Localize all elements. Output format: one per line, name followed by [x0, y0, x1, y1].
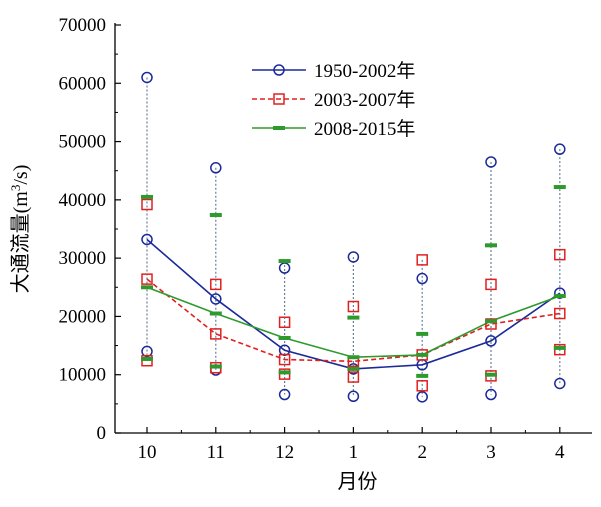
marker-s3-max-10 — [141, 194, 153, 199]
marker-s3-min-3 — [485, 372, 497, 377]
y-tick-label: 40000 — [59, 190, 107, 211]
marker-s3-mean-12 — [278, 335, 291, 340]
marker-s2-min-2 — [416, 380, 428, 392]
marker-s2-max-3 — [485, 278, 497, 291]
x-tick-label: 11 — [207, 442, 225, 463]
marker-s2-max-4 — [554, 248, 566, 261]
data-markers — [141, 71, 566, 403]
x-tick-label: 10 — [138, 442, 157, 463]
marker-s3-min-4 — [553, 345, 566, 350]
legend-label-2: 2003-2007年 — [314, 89, 415, 111]
marker-s2-min-1 — [347, 371, 360, 383]
marker-s1-mean-4 — [554, 287, 566, 299]
x-tick-label: 4 — [555, 442, 565, 463]
y-tick-label: 60000 — [59, 73, 107, 94]
marker-s2-mean-10 — [141, 273, 153, 285]
marker-s2-max-10 — [141, 198, 153, 211]
marker-s1-mean-11 — [210, 293, 222, 305]
marker-s1-min-1 — [347, 390, 360, 403]
y-tick-label: 20000 — [59, 306, 107, 327]
marker-s1-min-3 — [485, 388, 497, 401]
legend-marker-3 — [273, 126, 285, 130]
x-tick-label: 1 — [349, 442, 359, 463]
y-tick-label: 30000 — [59, 248, 107, 269]
marker-s1-max-10 — [141, 71, 153, 84]
legend-marker-1 — [273, 64, 285, 76]
marker-s1-min-2 — [416, 391, 428, 403]
x-tick-label: 3 — [486, 442, 496, 463]
marker-s1-mean-3 — [485, 335, 497, 347]
marker-s1-min-4 — [554, 377, 566, 390]
marker-s2-max-1 — [347, 300, 360, 313]
marker-s3-min-2 — [416, 373, 429, 378]
marker-s3-max-1 — [347, 315, 360, 320]
y-tick-label: 50000 — [59, 132, 107, 153]
y-tick-label: 0 — [97, 423, 107, 444]
legend-label-3: 2008-2015年 — [314, 118, 415, 140]
marker-s3-max-12 — [278, 259, 291, 264]
marker-s3-max-3 — [485, 243, 497, 248]
marker-s1-max-1 — [347, 251, 360, 263]
marker-s3-min-11 — [209, 364, 222, 369]
marker-s3-mean-4 — [553, 294, 566, 299]
marker-s2-max-12 — [278, 316, 291, 329]
marker-s3-min-1 — [347, 366, 360, 371]
marker-s2-mean-3 — [485, 318, 497, 330]
x-tick-label: 12 — [275, 442, 294, 463]
marker-s1-min-12 — [278, 388, 291, 401]
y-axis-title: 大通流量(m3/s) — [8, 165, 32, 294]
marker-s2-max-11 — [210, 278, 222, 291]
marker-s1-max-4 — [554, 143, 566, 155]
legend-marker-2 — [273, 93, 285, 105]
marker-s2-mean-11 — [210, 328, 222, 340]
marker-s1-max-3 — [485, 156, 497, 168]
marker-s2-max-2 — [416, 254, 428, 266]
marker-s3-max-4 — [553, 185, 566, 190]
marker-s3-mean-2 — [416, 352, 429, 357]
marker-s1-max-2 — [416, 272, 428, 285]
marker-s1-mean-10 — [141, 233, 153, 246]
y-tick-label: 10000 — [59, 365, 107, 386]
marker-s3-max-2 — [416, 331, 429, 336]
marker-s3-max-11 — [209, 213, 222, 218]
marker-s1-max-11 — [210, 162, 222, 174]
marker-s3-min-12 — [278, 370, 291, 375]
marker-s3-mean-3 — [485, 319, 497, 324]
x-tick-label: 2 — [417, 442, 427, 463]
marker-s3-mean-10 — [141, 285, 153, 290]
marker-s2-mean-12 — [278, 353, 291, 366]
marker-s1-max-12 — [278, 262, 291, 274]
legend-label-1: 1950-2002年 — [314, 60, 415, 82]
range-lines — [146, 77, 561, 397]
x-axis-title: 月份 — [338, 470, 378, 493]
marker-s3-mean-1 — [347, 355, 360, 360]
marker-s2-mean-4 — [554, 307, 566, 320]
y-tick-label: 70000 — [59, 15, 107, 36]
marker-s3-min-10 — [141, 356, 153, 361]
legend: 1950-2002年 2003-2007年 2008-2015年 — [252, 60, 415, 140]
marker-s3-mean-11 — [209, 311, 222, 316]
